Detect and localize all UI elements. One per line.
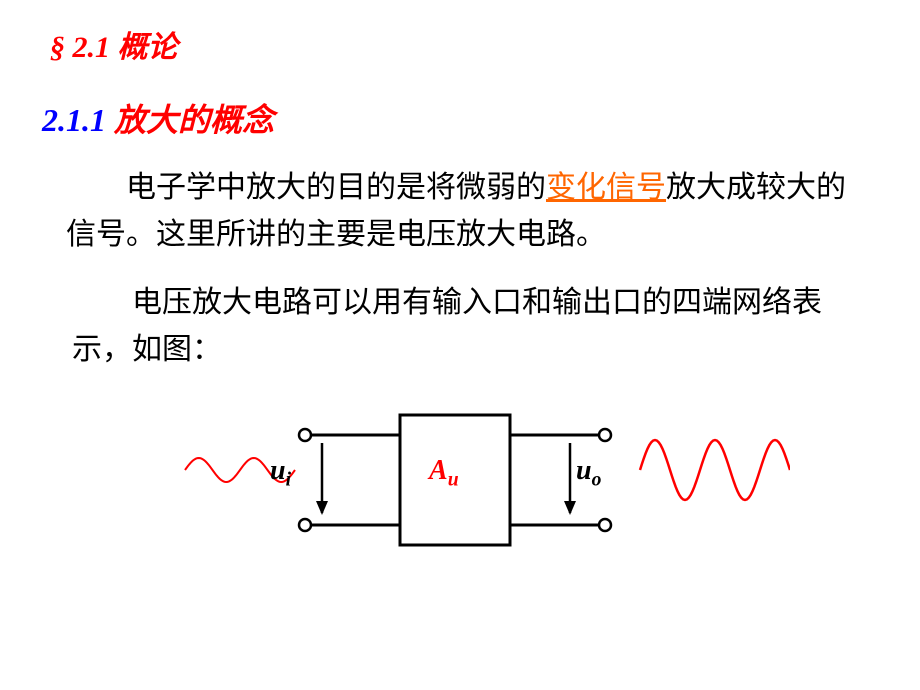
p1-part1: 电子学中放大的目的是将微弱的 <box>126 171 546 204</box>
subsection-header: 2.1.1 放大的概念 <box>42 95 274 141</box>
section-header: § 2.1 概论 <box>50 22 178 66</box>
subsection-title: 放大的概念 <box>114 102 274 138</box>
input-label: ui <box>270 455 291 492</box>
subsection-number: 2.1.1 <box>42 102 106 138</box>
section-number: § 2.1 <box>50 31 110 64</box>
circuit-diagram <box>150 395 790 595</box>
output-label: uo <box>576 455 601 492</box>
paragraph-1: 电子学中放大的目的是将微弱的变化信号放大成较大的信号。这里所讲的主要是电压放大电… <box>66 165 856 258</box>
p1-highlight: 变化信号 <box>546 171 666 204</box>
p2-text: 电压放大电路可以用有输入口和输出口的四端网络表示，如图： <box>72 286 822 366</box>
section-title: 概论 <box>118 31 178 64</box>
paragraph-2: 电压放大电路可以用有输入口和输出口的四端网络表示，如图： <box>72 280 842 373</box>
block-label: Au <box>429 455 459 492</box>
